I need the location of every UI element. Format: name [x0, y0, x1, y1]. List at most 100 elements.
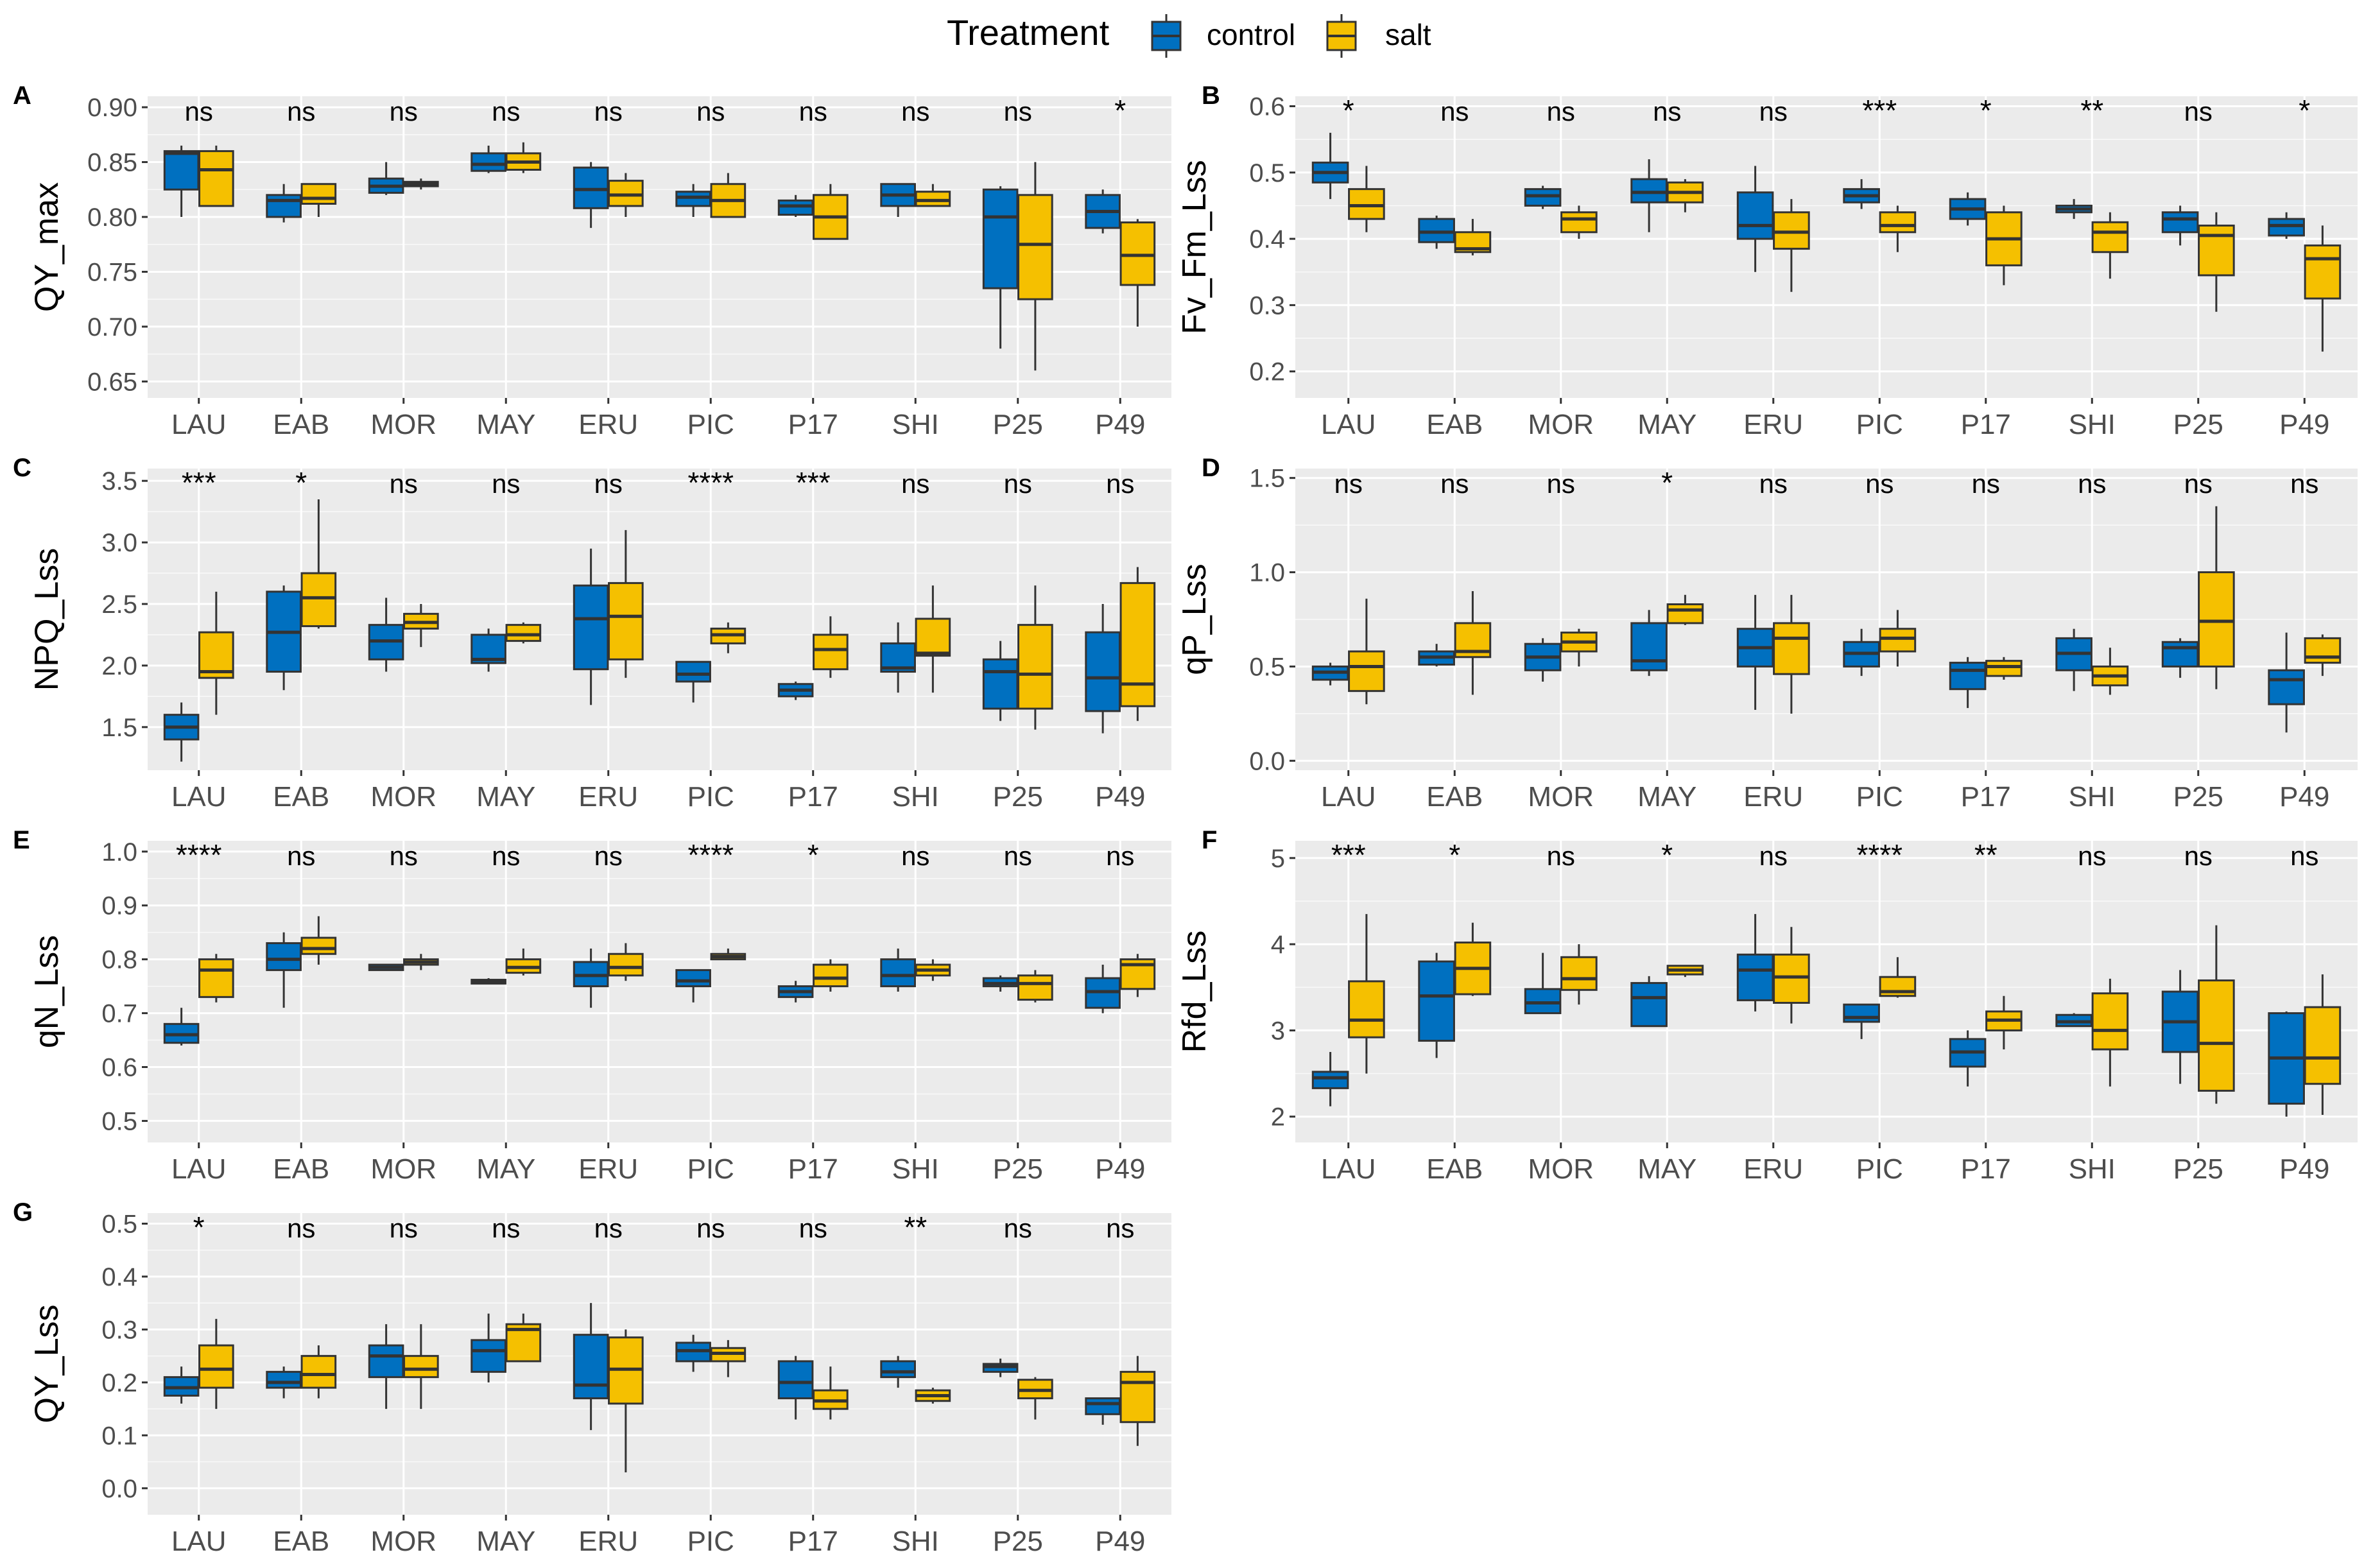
panel-label: D [1202, 454, 1220, 482]
x-tick-label-lau: LAU [1321, 1153, 1376, 1185]
box-salt-p17 [1985, 995, 2023, 1049]
y-tick-label: 5 [1271, 845, 1285, 873]
box-control-p25 [2161, 638, 2199, 678]
y-tick-label: 3.5 [101, 467, 137, 495]
box-body [2304, 244, 2342, 300]
significance-label: **** [687, 466, 734, 499]
x-tick-label-p25: P25 [993, 1153, 1043, 1185]
box-salt-p17 [1985, 657, 2023, 680]
significance-label: ns [1440, 96, 1469, 126]
panel-label: C [13, 454, 31, 482]
x-tick-label-eru: ERU [1743, 781, 1803, 813]
box-control-p17 [777, 981, 814, 1003]
box-control-p17 [777, 194, 814, 217]
box-salt-eab [1454, 219, 1492, 255]
box-salt-eru [1773, 199, 1810, 292]
box-control-shi [2055, 199, 2093, 220]
box-control-p17 [1949, 192, 1987, 226]
legend: Treatment control salt [947, 12, 1431, 58]
box-body [608, 180, 644, 207]
x-tick-label-shi: SHI [892, 1153, 939, 1185]
box-control-shi [880, 1356, 916, 1388]
box-salt-p17 [1985, 205, 2023, 286]
box-salt-lau [198, 145, 234, 207]
box-body [1630, 178, 1668, 203]
box-salt-shi [2091, 212, 2129, 279]
x-tick-label-p17: P17 [788, 409, 838, 440]
box-salt-shi [2091, 978, 2129, 1087]
significance-label: ns [2078, 841, 2106, 871]
x-tick-label-shi: SHI [2069, 1153, 2116, 1185]
significance-label: ns [1004, 469, 1032, 499]
box-body [1560, 211, 1598, 234]
box-salt-lau [198, 591, 234, 715]
significance-label: ns [1547, 469, 1575, 499]
box-body [880, 958, 916, 988]
box-body [1418, 218, 1455, 243]
box-body [2091, 992, 2129, 1051]
box-control-p49 [1085, 604, 1121, 734]
box-salt-eru [608, 530, 644, 678]
significance-label: ns [901, 841, 929, 871]
x-tick-label-eab: EAB [1426, 409, 1483, 440]
box-body [266, 194, 302, 218]
x-tick-label-mor: MOR [1528, 1153, 1594, 1185]
box-body [1017, 974, 1053, 1001]
significance-label: ns [594, 841, 623, 871]
y-tick-label: 0.90 [87, 94, 137, 122]
significance-label: ns [390, 96, 418, 126]
box-salt-shi [915, 585, 951, 693]
legend-label-salt: salt [1385, 18, 1431, 51]
box-salt-pic [710, 173, 746, 218]
x-tick-label-p17: P17 [788, 1526, 838, 1557]
x-tick-label-p25: P25 [993, 1526, 1043, 1557]
significance-label: * [1343, 94, 1354, 127]
significance-label: * [1980, 94, 1992, 127]
box-control-p25 [2161, 970, 2199, 1084]
y-tick-label: 0.8 [101, 946, 137, 974]
box-body [675, 969, 711, 988]
y-tick-label: 0.6 [1249, 92, 1285, 121]
box-body [675, 660, 711, 683]
x-tick-label-eab: EAB [273, 781, 329, 813]
y-axis-title: qP_Lss [1176, 564, 1213, 675]
box-control-lau [163, 1366, 200, 1404]
box-salt-shi [915, 1388, 951, 1404]
y-tick-label: 2.0 [101, 652, 137, 680]
box-control-may [470, 978, 506, 985]
x-tick-label-lau: LAU [1321, 409, 1376, 440]
significance-label: ns [2184, 96, 2213, 126]
box-control-mor [368, 1324, 404, 1409]
box-control-p49 [2268, 632, 2305, 733]
box-salt-p49 [2304, 634, 2342, 676]
box-salt-p25 [2198, 506, 2235, 689]
box-control-p17 [777, 1356, 814, 1420]
y-tick-label: 1.5 [101, 714, 137, 742]
significance-label: ns [287, 1213, 315, 1243]
box-control-lau [1311, 132, 1349, 200]
x-tick-label-mor: MOR [1528, 409, 1594, 440]
box-control-shi [2055, 628, 2093, 691]
significance-label: ns [901, 96, 929, 126]
y-tick-label: 0.65 [87, 368, 137, 396]
box-body [675, 191, 711, 207]
x-tick-label-mor: MOR [370, 781, 436, 813]
box-body [198, 150, 234, 207]
y-tick-label: 0.2 [101, 1369, 137, 1397]
box-body [813, 633, 849, 671]
x-tick-label-p17: P17 [788, 781, 838, 813]
box-body [915, 617, 951, 657]
x-tick-label-p49: P49 [1095, 1153, 1145, 1185]
y-tick-label: 0.1 [101, 1422, 137, 1450]
box-body [2161, 211, 2199, 234]
y-tick-label: 3.0 [101, 529, 137, 557]
significance-label: ns [287, 96, 315, 126]
box-salt-pic [710, 1340, 746, 1377]
significance-label: **** [176, 838, 222, 872]
significance-label: ns [287, 841, 315, 871]
box-body [300, 1355, 337, 1389]
box-salt-eab [1454, 590, 1492, 695]
y-tick-label: 0.0 [1249, 747, 1285, 775]
box-body [470, 1339, 506, 1373]
significance-label: ns [390, 1213, 418, 1243]
